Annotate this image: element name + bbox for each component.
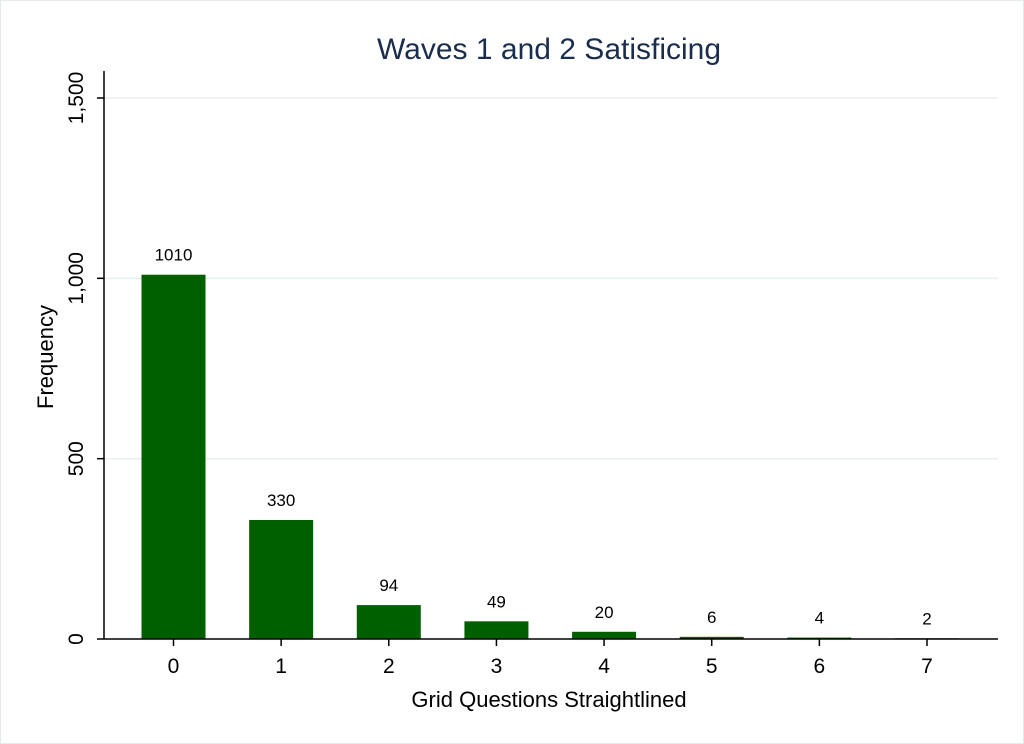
y-tick-label: 1,500 [65,72,88,125]
axes [97,71,998,646]
x-tick-label: 5 [706,655,718,678]
y-axis-title: Frequency [33,305,58,409]
bar-value-label: 330 [267,491,295,510]
y-tick-label: 500 [65,441,88,476]
bars [141,274,959,639]
bar [572,631,637,639]
labels: 0 500 1,000 1,500 1010 0 330 1 94 2 49 3 20 4 6 5 4 6 2 7 [65,72,933,678]
bar [249,519,314,639]
x-tick-label: 0 [168,655,180,678]
x-tick-label: 2 [383,655,395,678]
x-tick-label: 3 [491,655,503,678]
x-tick-label: 7 [921,655,933,678]
bar [356,605,421,639]
x-tick-label: 6 [814,655,826,678]
bar-value-label: 6 [707,608,716,627]
bar-value-label: 20 [595,603,614,622]
bar [679,636,744,639]
y-tick-label: 0 [65,633,88,645]
bar-value-label: 4 [815,609,824,628]
x-tick-label: 4 [598,655,610,678]
bar-value-label: 94 [379,576,398,595]
gridlines [104,97,998,460]
chart-title: Waves 1 and 2 Satisficing [377,33,721,66]
bar-value-label: 2 [922,609,931,628]
x-axis-title: Grid Questions Straightlined [411,687,686,712]
bar-value-label: 49 [487,592,506,611]
bar [464,621,529,639]
bar-value-label: 1010 [155,246,193,265]
y-tick-label: 1,000 [65,252,88,305]
bar [141,274,206,639]
x-tick-label: 1 [275,655,287,678]
